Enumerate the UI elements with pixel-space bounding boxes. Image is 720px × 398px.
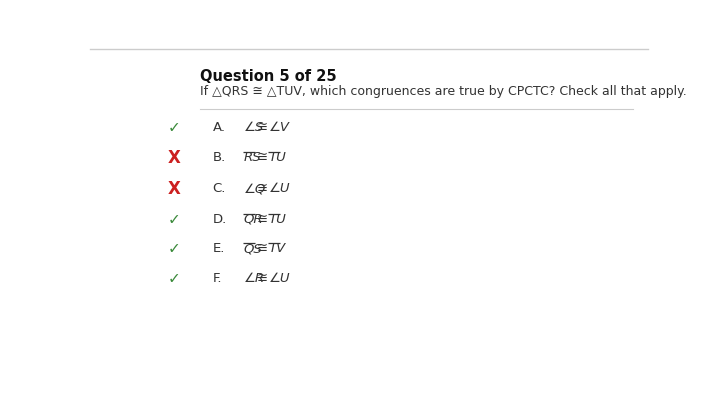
Text: ✓: ✓: [167, 212, 180, 227]
Text: D.: D.: [212, 213, 227, 226]
Text: ✓: ✓: [167, 241, 180, 256]
Text: X: X: [167, 149, 180, 167]
Text: Question 5 of 25: Question 5 of 25: [200, 69, 337, 84]
Text: E.: E.: [212, 242, 225, 255]
Text: ≅: ≅: [256, 242, 267, 255]
Text: ≅: ≅: [256, 213, 267, 226]
Text: ≅: ≅: [256, 121, 267, 134]
Text: X: X: [167, 179, 180, 198]
Text: ≅: ≅: [256, 151, 267, 164]
Text: If △QRS ≅ △TUV, which congruences are true by CPCTC? Check all that apply.: If △QRS ≅ △TUV, which congruences are tr…: [200, 86, 687, 98]
Text: ∠R: ∠R: [243, 272, 264, 285]
Text: TV: TV: [269, 242, 286, 255]
Text: RS: RS: [243, 151, 261, 164]
Text: ≅: ≅: [256, 182, 267, 195]
Text: QR: QR: [243, 213, 263, 226]
Text: ∠V: ∠V: [269, 121, 289, 134]
Text: ∠U: ∠U: [269, 182, 290, 195]
Text: ✓: ✓: [167, 119, 180, 135]
Text: TU: TU: [269, 151, 287, 164]
Text: C.: C.: [212, 182, 226, 195]
Text: ∠S: ∠S: [243, 121, 264, 134]
Text: B.: B.: [212, 151, 225, 164]
Text: ∠Q: ∠Q: [243, 182, 266, 195]
Text: QS: QS: [243, 242, 262, 255]
Text: F.: F.: [212, 272, 222, 285]
Text: ✓: ✓: [167, 271, 180, 286]
Text: TU: TU: [269, 213, 287, 226]
Text: A.: A.: [212, 121, 225, 134]
Text: ≅: ≅: [256, 272, 267, 285]
Text: ∠U: ∠U: [269, 272, 290, 285]
